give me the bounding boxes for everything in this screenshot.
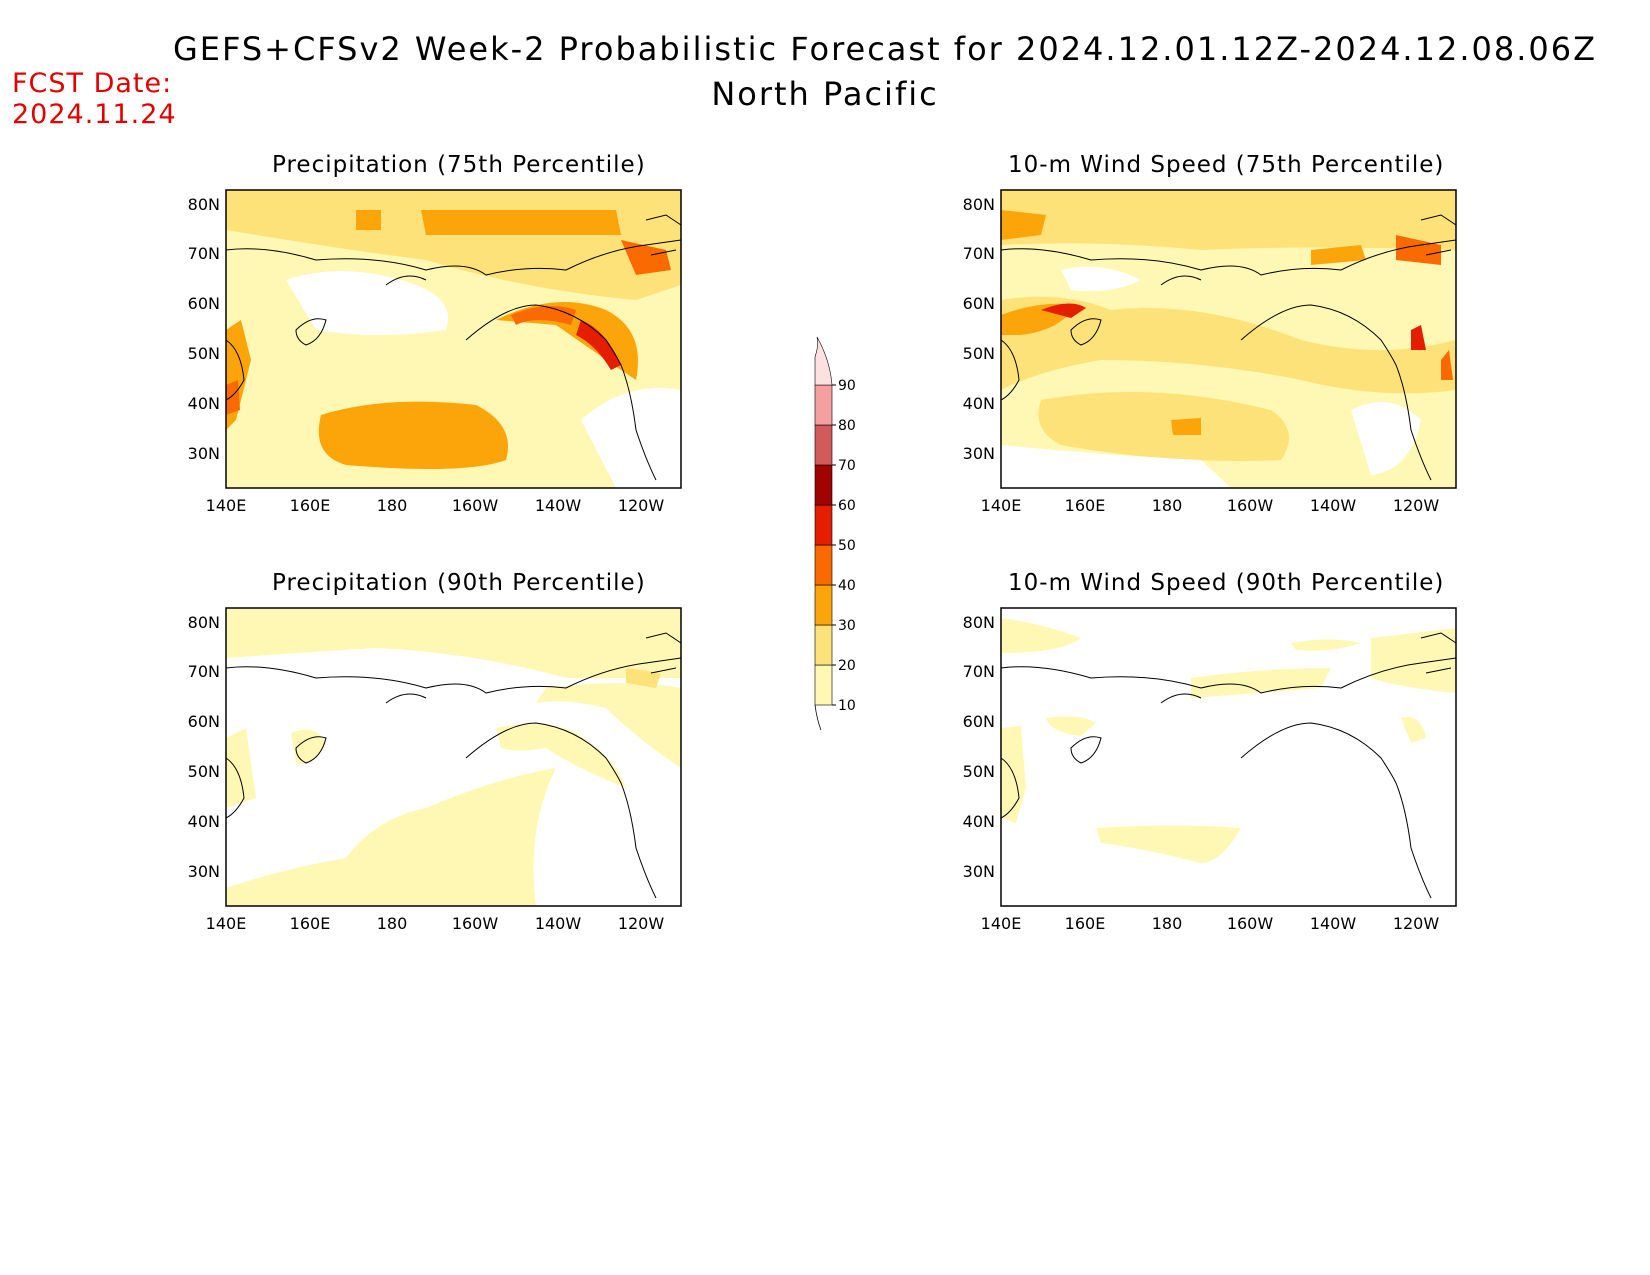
colorbar-swatch [814, 664, 833, 706]
colorbar-labels: 10 20 30 40 50 60 70 80 90 [832, 378, 856, 714]
colorbar-level-label: 60 [838, 498, 856, 514]
lon-label: 140W [1310, 914, 1357, 933]
lon-label: 180 [1152, 914, 1183, 933]
lon-label: 160E [290, 496, 331, 515]
lat-label: 50N [188, 762, 220, 781]
colorbar-swatch [814, 624, 833, 666]
map-precip-75-axes: 80N 70N 60N 50N 40N 30N 140E 160E 180 16… [188, 195, 665, 515]
colorbar-swatch [814, 464, 833, 506]
forecast-date-label: FCST Date: [12, 68, 173, 99]
lat-label: 80N [188, 195, 220, 214]
lat-label: 40N [963, 394, 995, 413]
lat-label: 50N [963, 762, 995, 781]
colorbar-level-label: 20 [838, 658, 856, 674]
colorbar-swatch [814, 584, 833, 626]
map-precip-90: 80N 70N 60N 50N 40N 30N 140E 160E 180 16… [188, 607, 682, 933]
colorbar-swatch [814, 424, 833, 466]
lon-label: 120W [618, 496, 665, 515]
lon-label: 180 [1152, 496, 1183, 515]
lon-label: 180 [377, 496, 408, 515]
map-wind-75-axes: 80N 70N 60N 50N 40N 30N 140E 160E 180 16… [963, 195, 1440, 515]
lon-label: 120W [1393, 496, 1440, 515]
colorbar-boxes [814, 336, 833, 730]
lon-label: 160E [290, 914, 331, 933]
lat-label: 70N [963, 662, 995, 681]
map-wind-90-axes: 80N 70N 60N 50N 40N 30N 140E 160E 180 16… [963, 613, 1440, 933]
lat-label: 30N [188, 862, 220, 881]
lon-label: 160W [452, 914, 499, 933]
colorbar-level-label: 30 [838, 618, 856, 634]
lat-label: 60N [963, 294, 995, 313]
lat-label: 30N [963, 862, 995, 881]
lat-label: 80N [188, 613, 220, 632]
lat-label: 30N [963, 444, 995, 463]
lon-label: 160W [452, 496, 499, 515]
panel-title-wind-75: 10-m Wind Speed (75th Percentile) [1008, 152, 1445, 178]
lat-label: 80N [963, 195, 995, 214]
map-wind-90: 80N 70N 60N 50N 40N 30N 140E 160E 180 16… [963, 607, 1457, 933]
lon-label: 140W [535, 914, 582, 933]
colorbar-level-label: 50 [838, 538, 856, 554]
colorbar-level-label: 80 [838, 418, 856, 434]
lat-label: 80N [963, 613, 995, 632]
map-wind-75: 80N 70N 60N 50N 40N 30N 140E 160E 180 16… [963, 189, 1457, 515]
lon-label: 160E [1065, 914, 1106, 933]
lat-label: 60N [963, 712, 995, 731]
lat-label: 50N [188, 344, 220, 363]
forecast-date-value: 2024.11.24 [12, 99, 177, 130]
panel-title-wind-90: 10-m Wind Speed (90th Percentile) [1008, 570, 1445, 596]
map-precip-90-axes: 80N 70N 60N 50N 40N 30N 140E 160E 180 16… [188, 613, 665, 933]
lat-label: 30N [188, 444, 220, 463]
lon-label: 180 [377, 914, 408, 933]
region-subtitle: North Pacific [711, 75, 939, 113]
lat-label: 40N [188, 394, 220, 413]
colorbar-level-label: 70 [838, 458, 856, 474]
lat-label: 50N [963, 344, 995, 363]
colorbar: 10 20 30 40 50 60 70 80 90 [814, 336, 856, 730]
panel-title-precip-90: Precipitation (90th Percentile) [272, 570, 646, 596]
lat-label: 70N [188, 662, 220, 681]
lat-label: 40N [963, 812, 995, 831]
colorbar-swatch [814, 384, 833, 426]
lon-label: 160E [1065, 496, 1106, 515]
lon-label: 160W [1227, 496, 1274, 515]
colorbar-swatch [814, 336, 833, 386]
colorbar-level-label: 40 [838, 578, 856, 594]
forecast-date: FCST Date: 2024.11.24 [12, 68, 177, 130]
map-precip-75: 80N 70N 60N 50N 40N 30N 140E 160E 180 16… [188, 189, 682, 515]
lon-label: 140W [1310, 496, 1357, 515]
lon-label: 140E [206, 914, 247, 933]
lon-label: 120W [1393, 914, 1440, 933]
colorbar-tail [814, 704, 822, 730]
lon-label: 140W [535, 496, 582, 515]
colorbar-level-label: 90 [838, 378, 856, 394]
colorbar-swatch [814, 504, 833, 546]
lat-label: 60N [188, 294, 220, 313]
lon-label: 140E [981, 914, 1022, 933]
lat-label: 40N [188, 812, 220, 831]
lon-label: 120W [618, 914, 665, 933]
lat-label: 60N [188, 712, 220, 731]
lon-label: 140E [981, 496, 1022, 515]
panel-title-precip-75: Precipitation (75th Percentile) [272, 152, 646, 178]
colorbar-level-label: 10 [838, 698, 856, 714]
lon-label: 140E [206, 496, 247, 515]
lat-label: 70N [188, 244, 220, 263]
main-title: GEFS+CFSv2 Week-2 Probabilistic Forecast… [172, 30, 1598, 68]
colorbar-swatch [814, 544, 833, 586]
lon-label: 160W [1227, 914, 1274, 933]
lat-label: 70N [963, 244, 995, 263]
